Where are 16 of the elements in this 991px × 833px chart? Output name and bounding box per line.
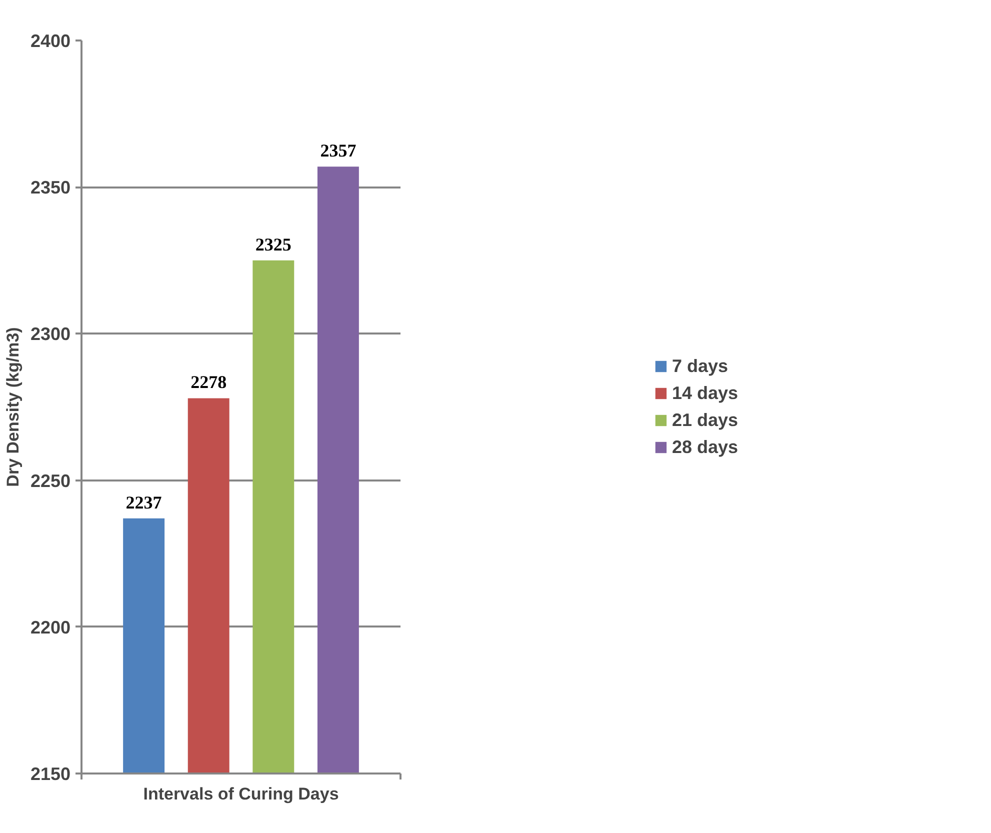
data-label: 2357 <box>320 140 356 161</box>
y-tick-label: 2400 <box>30 31 71 51</box>
x-axis-title: Intervals of Curing Days <box>143 784 339 804</box>
y-tick-label: 2200 <box>30 617 71 638</box>
y-axis-title: Dry Density (kg/m3) <box>3 327 22 487</box>
y-tick-label: 2350 <box>30 178 71 198</box>
legend-label: 14 days <box>672 382 738 404</box>
y-tick-label: 2150 <box>30 764 71 784</box>
y-tick-label: 2250 <box>30 470 71 491</box>
legend-label: 7 days <box>672 356 728 376</box>
legend-label: 28 days <box>672 436 738 458</box>
data-label: 2237 <box>126 492 162 512</box>
legend-label: 21 days <box>672 410 738 430</box>
data-label: 2325 <box>255 234 292 254</box>
data-label: 2278 <box>190 372 227 392</box>
y-tick-label: 2300 <box>30 324 71 344</box>
